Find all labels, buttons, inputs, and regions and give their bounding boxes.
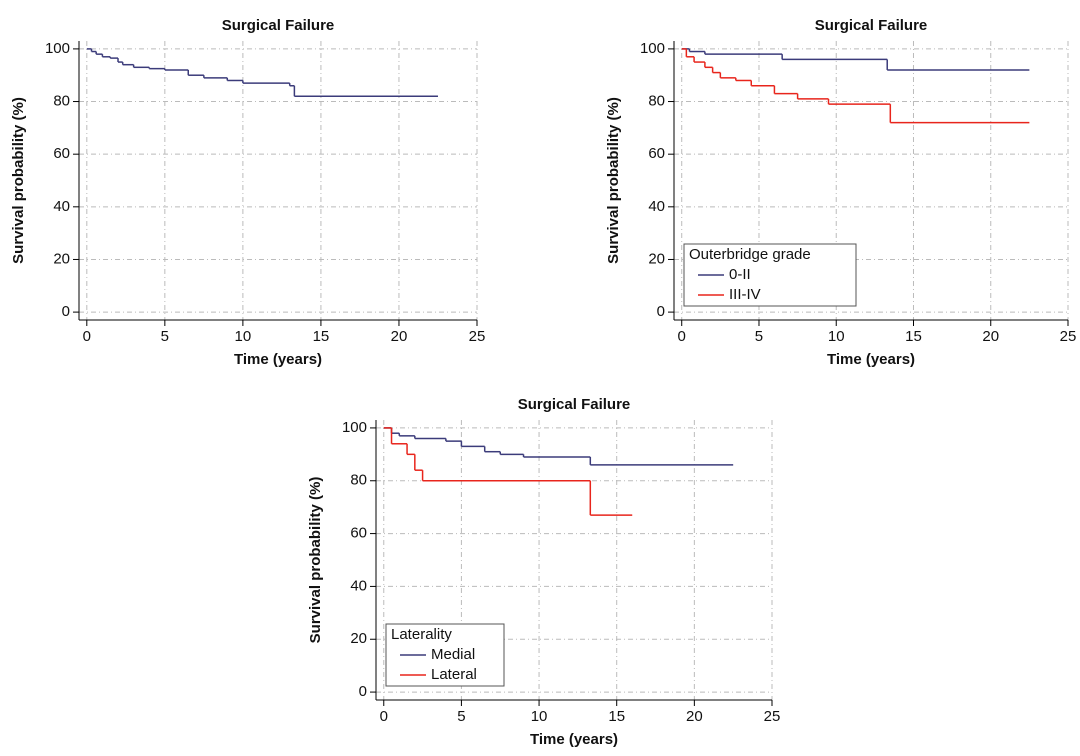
chart-title: Surgical Failure bbox=[815, 17, 928, 34]
chart-title: Surgical Failure bbox=[222, 17, 335, 34]
y-tick-label: 60 bbox=[648, 145, 665, 162]
y-axis-label: Survival probability (%) bbox=[10, 97, 27, 264]
x-tick-label: 5 bbox=[755, 328, 763, 345]
y-axis-label: Survival probability (%) bbox=[307, 477, 324, 644]
y-tick-label: 100 bbox=[45, 40, 70, 57]
x-tick-label: 10 bbox=[828, 328, 845, 345]
legend-title: Outerbridge grade bbox=[689, 246, 811, 263]
x-tick-label: 25 bbox=[764, 708, 781, 725]
legend-label: Medial bbox=[431, 646, 475, 663]
y-tick-label: 0 bbox=[657, 303, 665, 320]
legend-title: Laterality bbox=[391, 626, 452, 643]
y-tick-label: 20 bbox=[648, 250, 665, 267]
x-tick-label: 10 bbox=[531, 708, 548, 725]
y-tick-label: 20 bbox=[350, 630, 367, 647]
legend-label: III-IV bbox=[729, 286, 761, 303]
x-tick-label: 20 bbox=[982, 328, 999, 345]
x-tick-label: 5 bbox=[457, 708, 465, 725]
x-tick-label: 10 bbox=[235, 328, 252, 345]
y-tick-label: 0 bbox=[359, 683, 367, 700]
x-tick-label: 0 bbox=[83, 328, 91, 345]
y-tick-label: 80 bbox=[648, 93, 665, 110]
y-tick-label: 40 bbox=[350, 577, 367, 594]
y-tick-label: 20 bbox=[53, 250, 70, 267]
y-tick-label: 60 bbox=[53, 145, 70, 162]
y-axis-label: Survival probability (%) bbox=[605, 97, 622, 264]
x-tick-label: 25 bbox=[1060, 328, 1077, 345]
x-tick-label: 15 bbox=[905, 328, 922, 345]
y-tick-label: 40 bbox=[648, 198, 665, 215]
y-tick-label: 100 bbox=[640, 40, 665, 57]
x-axis-label: Time (years) bbox=[827, 351, 915, 368]
x-tick-label: 25 bbox=[469, 328, 486, 345]
legend-label: 0-II bbox=[729, 266, 751, 283]
chart-title: Surgical Failure bbox=[518, 396, 631, 413]
x-tick-label: 5 bbox=[161, 328, 169, 345]
y-tick-label: 0 bbox=[62, 303, 70, 320]
y-tick-label: 80 bbox=[53, 93, 70, 110]
x-axis-label: Time (years) bbox=[530, 731, 618, 748]
y-tick-label: 100 bbox=[342, 419, 367, 436]
y-tick-label: 40 bbox=[53, 198, 70, 215]
x-axis-label: Time (years) bbox=[234, 351, 322, 368]
x-tick-label: 0 bbox=[380, 708, 388, 725]
legend-label: Lateral bbox=[431, 666, 477, 683]
y-tick-label: 80 bbox=[350, 472, 367, 489]
x-tick-label: 15 bbox=[608, 708, 625, 725]
x-tick-label: 20 bbox=[686, 708, 703, 725]
y-tick-label: 60 bbox=[350, 525, 367, 542]
x-tick-label: 15 bbox=[313, 328, 330, 345]
x-tick-label: 0 bbox=[678, 328, 686, 345]
x-tick-label: 20 bbox=[391, 328, 408, 345]
